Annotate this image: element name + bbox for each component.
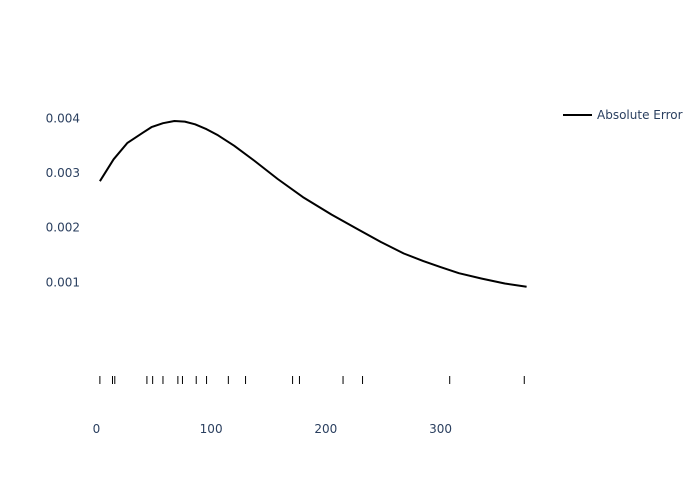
series-line-absolute-error[interactable] [99, 120, 527, 288]
y-axis-ticks: 0.001 0.002 0.003 0.004 [46, 111, 80, 289]
y-tick-label: 0.003 [46, 166, 80, 180]
x-tick-label: 0 [93, 422, 101, 436]
legend-label: Absolute Error [597, 108, 683, 122]
x-tick-label: 300 [429, 422, 452, 436]
x-axis-ticks: 0 100 200 300 [93, 422, 452, 436]
x-tick-label: 100 [200, 422, 223, 436]
x-tick-label: 200 [314, 422, 337, 436]
legend[interactable]: Absolute Error [563, 108, 683, 122]
series-layer [99, 120, 527, 288]
rug-layer [99, 376, 525, 384]
y-tick-label: 0.004 [46, 111, 80, 125]
y-tick-label: 0.001 [46, 275, 80, 289]
y-tick-label: 0.002 [46, 221, 80, 235]
